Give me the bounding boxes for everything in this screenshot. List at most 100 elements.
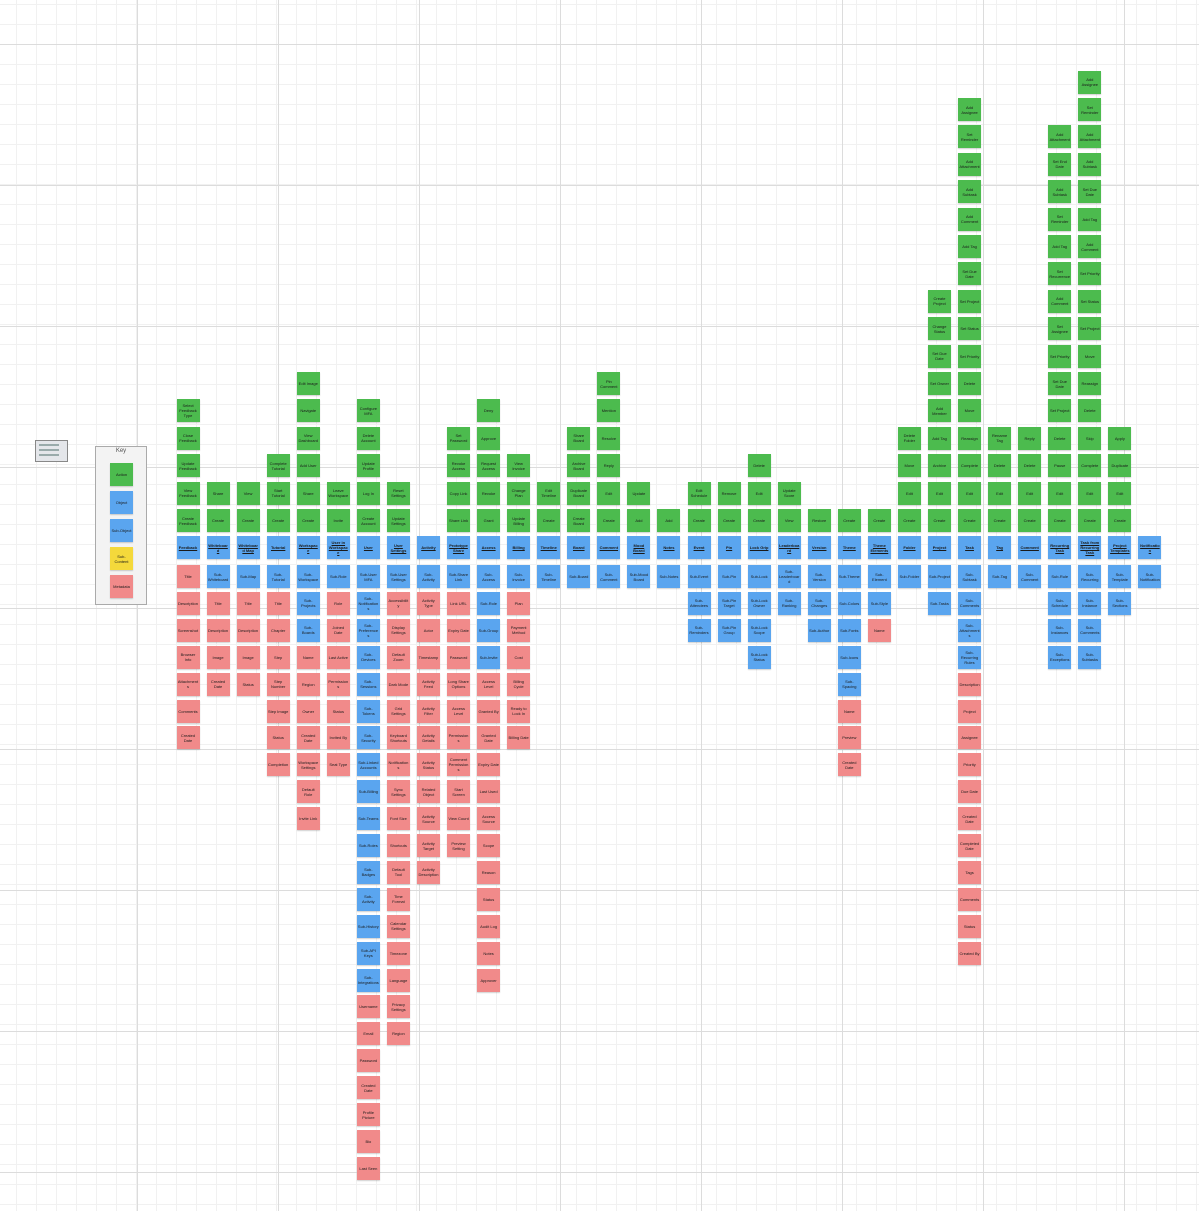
metadata-note[interactable]: Workspace Settings [296,753,320,777]
metadata-note[interactable]: Activity Description [416,860,440,884]
metadata-note[interactable]: Browser Info [176,645,200,669]
object-note[interactable]: Sub-Teams [356,807,380,831]
object-note[interactable]: Sub-Invoice [507,565,531,588]
action-note[interactable]: Add Attachment [1078,125,1102,149]
action-note[interactable]: Set Due Date [928,344,951,368]
object-note[interactable]: Sub-Comment [597,565,621,588]
action-note[interactable]: Add Comment [1048,289,1072,313]
action-note[interactable]: Set Status [958,317,982,341]
action-note[interactable]: Change Status [928,317,951,341]
action-note[interactable]: Duplicate [1108,454,1132,478]
object-note[interactable]: Sub-Author [807,618,831,642]
object-note[interactable]: Sub-Ranking [777,591,801,615]
action-note[interactable]: Create [1048,509,1072,532]
action-note[interactable]: View Dashboard [296,426,320,450]
metadata-note[interactable]: Ready to Lock In [507,699,531,723]
action-note[interactable]: Revoke Access [447,454,471,478]
object-note[interactable]: Sub-Event [687,565,711,588]
metadata-note[interactable]: Scope [477,834,501,857]
action-note[interactable]: Revoke [477,481,501,505]
object-note[interactable]: Sub-History [356,914,380,938]
object-note[interactable]: Sub-Badges [356,860,380,884]
action-note[interactable]: Create [236,509,260,532]
content-note[interactable]: Sub-Content [110,547,133,570]
action-note[interactable]: Add Tag [928,426,951,450]
action-note[interactable]: Select Feedback Type [176,399,200,423]
action-note[interactable]: Update Settings [386,509,410,532]
metadata-note[interactable]: Audit Log [477,914,501,938]
action-note[interactable]: Create [958,509,982,532]
object-note[interactable]: Sub-Schedule [1048,591,1072,615]
metadata-note[interactable]: Comments [176,699,200,723]
action-note[interactable]: Add Subtask [958,180,982,204]
metadata-note[interactable]: Related Object [416,780,440,804]
metadata-note[interactable]: Title [176,565,200,588]
object-note[interactable]: Sub-Preferences [356,618,380,642]
metadata-note[interactable]: Access Level [447,699,471,723]
object-note[interactable]: Sub-Tutorial [266,565,290,588]
object-note[interactable]: Sub-Activity [416,565,440,588]
metadata-note[interactable]: Tags [958,860,982,884]
metadata-note[interactable]: Comment Permissions [447,753,471,777]
action-note[interactable]: Create Account [356,509,380,532]
action-note[interactable]: Set Project [1048,399,1072,423]
metadata-note[interactable]: Step Image [266,699,290,723]
object-note[interactable]: Sub-Theme [837,565,861,588]
action-note[interactable]: Grant [477,509,501,532]
metadata-note[interactable]: Image [236,645,260,669]
object-header-note[interactable]: Comment [597,536,621,559]
object-note[interactable]: Sub-Comments [958,591,982,615]
object-note[interactable]: Sub-Tokens [356,699,380,723]
metadata-note[interactable]: Assignee [958,726,982,750]
metadata-note[interactable]: Description [206,618,230,642]
object-header-note[interactable]: Pin [717,536,741,559]
object-header-note[interactable]: User Settings [386,536,410,559]
metadata-note[interactable]: Permissions [447,726,471,750]
object-header-note[interactable]: Theme [837,536,861,559]
metadata-note[interactable]: Step Number [266,672,290,696]
action-note[interactable]: Create [597,509,621,532]
object-header-note[interactable]: Event [687,536,711,559]
action-note[interactable]: Create [687,509,711,532]
action-note[interactable]: Add Tag [1078,207,1102,231]
action-note[interactable]: Update Score [777,481,801,505]
action-note[interactable]: Edit [897,481,921,505]
action-note[interactable]: Add Tag [1048,235,1072,258]
action-note[interactable]: Configure MFA [356,399,380,423]
action-note[interactable]: Archive Board [567,454,591,478]
metadata-note[interactable]: Region [386,1022,410,1046]
action-note[interactable]: Edit [1018,481,1042,505]
action-note[interactable]: Create Feedback [176,509,200,532]
action-note[interactable]: Edit [1078,481,1102,505]
object-note[interactable]: Sub-Rule [1048,565,1072,588]
action-note[interactable]: Add [657,509,681,532]
object-header-note[interactable]: Version [807,536,831,559]
metadata-note[interactable]: Default Zoom [386,645,410,669]
metadata-note[interactable]: Project [958,699,982,723]
object-note[interactable]: Sub-Changes [807,591,831,615]
metadata-note[interactable]: Joined Date [326,618,350,642]
action-note[interactable]: Share Link [447,509,471,532]
object-note[interactable]: Sub-Leaderboard [777,565,801,588]
action-note[interactable]: Add [627,509,651,532]
metadata-note[interactable]: Email [356,1022,380,1046]
object-note[interactable]: Sub-Linked Accounts [356,753,380,777]
metadata-note[interactable]: Granted By [477,699,501,723]
action-note[interactable]: Delete [747,454,771,478]
object-note[interactable]: Sub-Lock Scope [747,618,771,642]
action-note[interactable]: Leave Workspace [326,481,350,505]
action-note[interactable]: Set Project [958,289,982,313]
object-header-note[interactable]: Leaderboard [777,536,801,559]
metadata-note[interactable]: Time Format [386,887,410,911]
object-note[interactable]: Sub-Sections [1108,591,1132,615]
object-note[interactable]: Sub-Attachments [958,618,982,642]
action-note[interactable]: Invite [326,509,350,532]
metadata-note[interactable]: Priority [958,753,982,777]
object-note[interactable]: Sub-Roles [356,834,380,857]
action-note[interactable]: Delete [1018,454,1042,478]
object-note[interactable]: Object [110,491,133,514]
object-header-note[interactable]: Comment [1018,536,1042,559]
object-note[interactable]: Sub-Pin Group [717,618,741,642]
object-note[interactable]: Sub-Folder [897,565,921,588]
action-note[interactable]: Duplicate Board [567,481,591,505]
